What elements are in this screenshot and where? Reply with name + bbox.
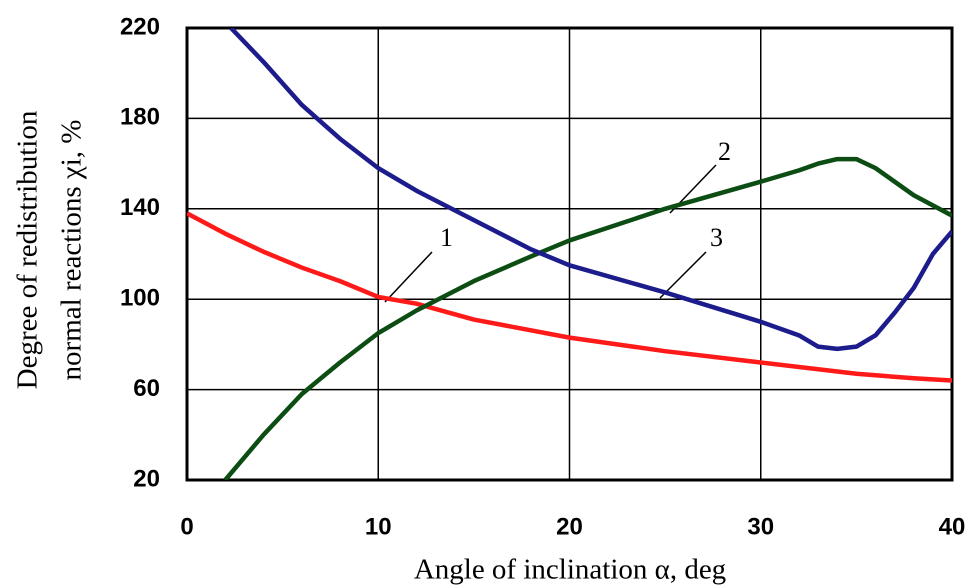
- y-axis-title: Degree of redistribution: [12, 110, 44, 389]
- y-tick-label: 220: [120, 13, 160, 40]
- series-line: [223, 156, 952, 480]
- series-line: [229, 28, 952, 352]
- x-tick-label: 20: [556, 513, 583, 540]
- plot-frame: [185, 26, 954, 482]
- x-tick-label: 10: [365, 513, 392, 540]
- curve-label: 3: [710, 223, 723, 252]
- leader-line: [659, 251, 707, 299]
- x-tick-label: 0: [180, 513, 193, 540]
- x-tick-label: 40: [939, 513, 966, 540]
- annotations: [384, 164, 717, 303]
- y-tick-label: 60: [133, 375, 160, 402]
- x-tick-label: 30: [747, 513, 774, 540]
- curve-label: 2: [718, 137, 731, 166]
- curve-label: 1: [440, 223, 453, 252]
- y-axis-title: normal reactions χi, %: [56, 120, 88, 381]
- y-tick-label: 180: [120, 104, 160, 131]
- x-axis-title: Angle of inclination α, deg: [414, 554, 726, 586]
- y-tick-label: 140: [120, 194, 160, 221]
- y-tick-label: 20: [133, 465, 160, 492]
- leader-line: [384, 251, 433, 303]
- y-tick-label: 100: [120, 285, 160, 312]
- series-line: [187, 211, 952, 383]
